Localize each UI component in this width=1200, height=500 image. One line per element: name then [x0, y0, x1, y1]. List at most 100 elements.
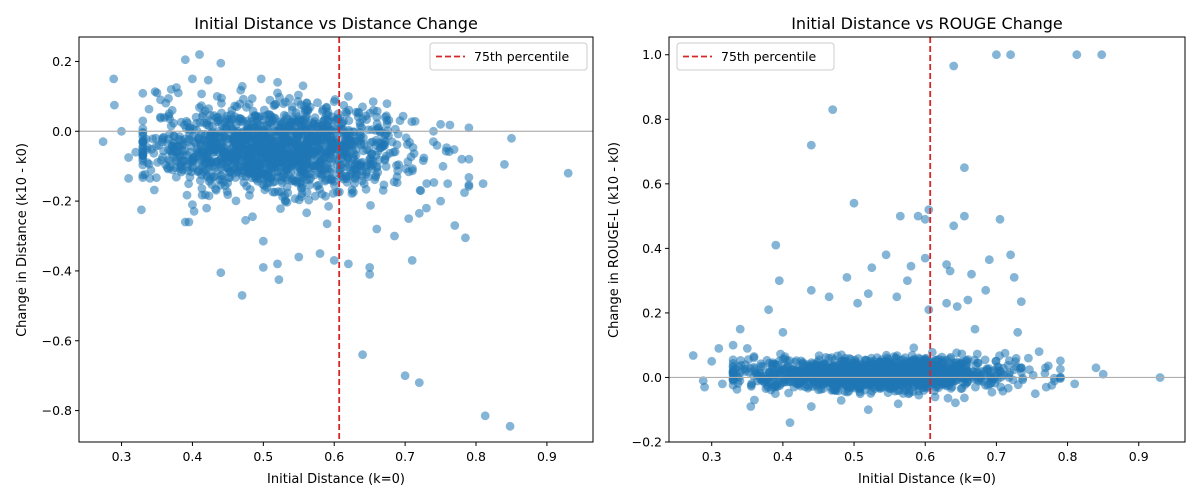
scatter-point	[960, 393, 969, 403]
scatter-point	[401, 133, 411, 143]
scatter-point	[298, 81, 308, 91]
scatter-point	[372, 224, 382, 234]
scatter-point	[204, 104, 214, 113]
scatter-point	[270, 156, 279, 166]
scatter-point	[392, 140, 402, 150]
distance-change-plot: 0.3 0.4 0.5 0.6 0.7 0.8 0.9 −0.8 −0.6 −0.4 −0.2 0.…	[15, 14, 594, 487]
scatter-point	[180, 55, 190, 65]
scatter-point	[735, 324, 745, 334]
scatter-point	[914, 353, 924, 363]
scatter-point	[156, 95, 165, 105]
scatter-point	[252, 121, 262, 130]
scatter-point	[213, 166, 223, 175]
scatter-point	[290, 194, 300, 204]
scatter-point	[806, 285, 816, 295]
scatter-point	[138, 160, 148, 170]
scatter-point	[343, 153, 353, 163]
scatter-point	[361, 170, 371, 179]
scatter-point	[901, 364, 911, 374]
scatter-point	[339, 116, 348, 126]
scatter-point	[464, 123, 474, 133]
scatter-point	[199, 167, 208, 177]
scatter-point	[1072, 50, 1082, 60]
scatter-point	[145, 174, 155, 183]
scatter-marks	[98, 50, 573, 431]
scatter-point	[778, 327, 788, 337]
scatter-point	[189, 206, 199, 216]
scatter-point	[949, 61, 959, 71]
scatter-point	[400, 371, 410, 381]
scatter-point	[962, 356, 971, 366]
scatter-point	[764, 305, 773, 315]
scatter-point	[393, 166, 403, 176]
scatter-point	[202, 203, 212, 213]
scatter-point	[408, 166, 417, 176]
scatter-point	[294, 129, 304, 139]
scatter-point	[138, 173, 148, 183]
scatter-point	[373, 138, 383, 148]
scatter-point	[296, 177, 306, 187]
scatter-point	[381, 162, 391, 171]
scatter-point	[352, 157, 362, 167]
scatter-point	[1009, 273, 1019, 282]
scatter-point	[920, 253, 930, 263]
scatter-point	[980, 355, 990, 365]
scatter-point	[414, 378, 424, 387]
scatter-point	[188, 163, 197, 173]
scatter-point	[345, 171, 354, 181]
scatter-point	[1097, 50, 1107, 60]
scatter-point	[217, 108, 226, 118]
scatter-point	[707, 356, 717, 366]
scatter-point	[1013, 327, 1023, 337]
scatter-point	[946, 384, 956, 393]
scatter-point	[764, 358, 774, 368]
scatter-point	[744, 355, 753, 364]
x-tick-label: 0.9	[537, 449, 557, 464]
scatter-point	[258, 236, 268, 246]
scatter-point	[880, 363, 890, 373]
scatter-point	[241, 215, 251, 225]
scatter-point	[231, 173, 240, 182]
scatter-point	[395, 116, 405, 125]
scatter-point	[442, 143, 451, 153]
scatter-point	[784, 388, 793, 398]
scatter-point	[422, 203, 431, 213]
x-axis-label: Initial Distance (k=0)	[267, 472, 405, 487]
scatter-point	[989, 366, 999, 375]
scatter-point	[381, 151, 391, 161]
scatter-point	[390, 231, 399, 241]
scatter-point	[464, 154, 474, 164]
scatter-point	[367, 149, 377, 159]
scatter-point	[274, 275, 284, 285]
scatter-point	[274, 150, 283, 160]
scatter-point	[944, 368, 953, 378]
scatter-point	[893, 399, 903, 409]
scatter-point	[960, 211, 969, 221]
scatter-point	[367, 164, 377, 174]
scatter-point	[137, 205, 146, 215]
scatter-point	[231, 196, 241, 206]
scatter-point	[138, 88, 148, 98]
scatter-point	[963, 295, 973, 305]
scatter-point	[806, 402, 816, 411]
scatter-point	[995, 214, 1005, 224]
scatter-point	[216, 58, 226, 68]
scatter-point	[949, 221, 959, 231]
scatter-point	[1016, 363, 1026, 372]
scatter-point	[1034, 347, 1044, 356]
scatter-point	[1030, 389, 1040, 399]
scatter-point	[245, 191, 254, 200]
scatter-point	[273, 259, 282, 269]
scatter-point	[276, 204, 285, 214]
scatter-point	[176, 167, 186, 177]
scatter-point	[507, 133, 516, 143]
scatter-point	[167, 141, 177, 151]
scatter-point	[296, 139, 306, 149]
scatter-point	[273, 167, 282, 177]
scatter-point	[265, 173, 275, 183]
y-ticks: −0.2 0.0 0.2 0.4 0.6 0.8 1.0	[632, 47, 669, 450]
scatter-point	[371, 170, 381, 180]
scatter-point	[294, 90, 303, 100]
scatter-point	[248, 212, 257, 222]
y-tick-label: −0.4	[42, 263, 72, 278]
